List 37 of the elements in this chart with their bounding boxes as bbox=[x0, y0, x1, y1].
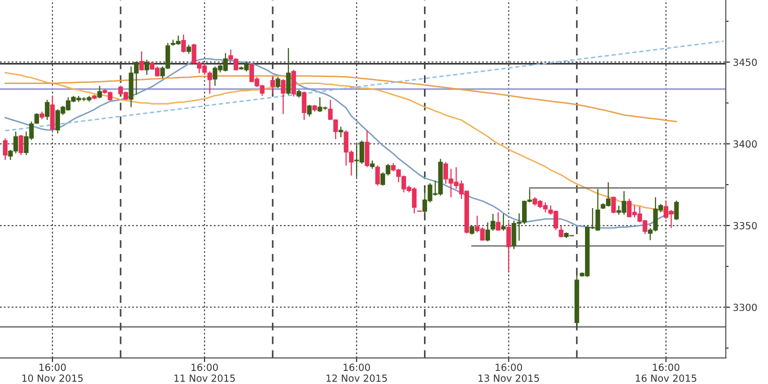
candlestick bbox=[139, 50, 144, 71]
candlestick bbox=[270, 76, 275, 94]
candlestick bbox=[307, 104, 312, 118]
y-tick-label: 3450 bbox=[733, 58, 757, 66]
y-tick-label: 3400 bbox=[733, 140, 757, 148]
candlestick bbox=[375, 164, 380, 186]
candlestick bbox=[286, 47, 291, 96]
candlestick bbox=[280, 78, 286, 114]
x-tick-label: 16:00 10 Nov 2015 bbox=[22, 364, 83, 382]
candlestick bbox=[97, 85, 102, 99]
candlestick bbox=[328, 99, 333, 121]
x-tick-label: 16:00 16 Nov 2015 bbox=[636, 364, 696, 382]
candlestick bbox=[496, 212, 500, 232]
candlestick bbox=[18, 134, 24, 156]
candlestick bbox=[674, 200, 679, 221]
candlestick bbox=[302, 90, 306, 121]
candlestick bbox=[181, 34, 186, 54]
x-tick-label: 16:00 11 Nov 2015 bbox=[174, 364, 235, 382]
x-tick-label: 16:00 12 Nov 2015 bbox=[326, 364, 387, 382]
x-tick-label: 16:00 13 Nov 2015 bbox=[478, 364, 539, 382]
candlestick bbox=[291, 69, 296, 98]
candlestick bbox=[558, 225, 564, 238]
candlestick bbox=[364, 130, 370, 168]
candlestick bbox=[333, 118, 338, 140]
candlestick bbox=[338, 126, 344, 138]
candlestick bbox=[34, 112, 40, 124]
y-tick-label: 3300 bbox=[733, 304, 757, 312]
candlestick bbox=[485, 222, 490, 242]
candlestick bbox=[611, 196, 616, 214]
candlestick bbox=[44, 99, 50, 121]
candlestick bbox=[490, 213, 496, 232]
candlestick bbox=[506, 222, 511, 273]
y-tick-label: 3350 bbox=[733, 222, 757, 230]
candlestick bbox=[276, 76, 280, 89]
candlestick bbox=[2, 138, 8, 161]
candlestick bbox=[501, 213, 506, 232]
candlestick bbox=[144, 59, 150, 76]
